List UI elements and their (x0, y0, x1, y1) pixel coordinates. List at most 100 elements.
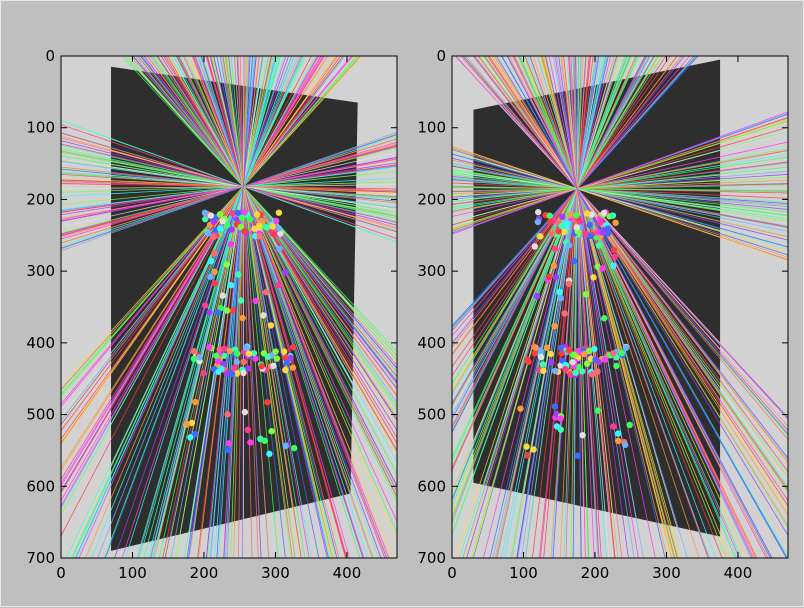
keypoint (190, 355, 198, 363)
keypoint (241, 408, 249, 416)
keypoint (219, 292, 226, 299)
keypoint (219, 217, 226, 225)
keypoint (567, 211, 574, 219)
keypoint (224, 411, 231, 418)
keypoint (225, 446, 232, 454)
y-tick-label: 600 (417, 477, 446, 495)
keypoint (557, 344, 565, 352)
y-tick-label: 100 (26, 119, 55, 137)
keypoint (256, 233, 264, 240)
keypoint (552, 274, 560, 281)
keypoint (569, 359, 576, 366)
keypoint (555, 228, 562, 235)
y-tick-label: 400 (26, 334, 55, 352)
keypoint (618, 349, 626, 357)
keypoint (546, 212, 553, 219)
keypoint (283, 359, 291, 366)
keypoint (595, 358, 602, 366)
keypoint (267, 322, 275, 329)
keypoint (277, 230, 284, 237)
keypoint (273, 217, 280, 225)
keypoint (572, 369, 579, 376)
keypoint (551, 322, 558, 330)
keypoint (252, 355, 259, 362)
keypoint (256, 222, 263, 230)
keypoint (244, 365, 251, 372)
keypoint (237, 223, 245, 231)
keypoint (281, 348, 288, 355)
keypoint (275, 209, 283, 216)
keypoint (595, 242, 603, 249)
y-tick-label: 0 (45, 47, 55, 65)
keypoint (609, 262, 617, 269)
keypoint (550, 217, 557, 224)
keypoint (211, 268, 218, 276)
keypoint (579, 432, 586, 439)
keypoint (251, 225, 258, 232)
keypoint (583, 360, 591, 367)
keypoint (196, 354, 203, 361)
keypoint (262, 288, 270, 296)
keypoint (241, 208, 248, 216)
keypoint (202, 302, 209, 309)
keypoint (240, 358, 248, 366)
keypoint (558, 350, 565, 357)
keypoint (266, 450, 273, 458)
keypoint (214, 357, 222, 365)
keypoint (233, 358, 240, 366)
keypoint (227, 281, 235, 289)
keypoint (239, 314, 246, 322)
keypoint (524, 452, 531, 459)
keypoint (214, 309, 222, 316)
keypoint (252, 297, 259, 305)
keypoint (210, 233, 217, 241)
keypoint (268, 428, 275, 435)
axes-frame (451, 55, 789, 559)
keypoint (235, 271, 242, 278)
keypoint (250, 350, 258, 357)
keypoint (560, 228, 568, 236)
keypoint (228, 226, 235, 233)
keypoint (247, 439, 254, 446)
x-tick-label: 100 (118, 564, 147, 582)
keypoint (557, 415, 564, 422)
x-tick-label: 300 (652, 564, 681, 582)
keypoint (600, 209, 608, 217)
keypoint (218, 365, 225, 372)
keypoint (531, 243, 539, 250)
keypoint (532, 344, 539, 351)
keypoint (594, 368, 601, 375)
keypoint (534, 218, 542, 226)
keypoint (587, 232, 594, 240)
keypoint (543, 344, 551, 351)
y-tick-label: 300 (417, 262, 446, 280)
keypoint (289, 343, 297, 351)
y-tick-label: 400 (417, 334, 446, 352)
keypoint (565, 241, 573, 249)
keypoint (225, 440, 232, 447)
keypoint (275, 225, 283, 232)
y-tick-label: 700 (417, 549, 446, 567)
y-tick-label: 200 (26, 190, 55, 208)
keypoint (213, 352, 220, 359)
keypoint (582, 291, 590, 298)
keypoint (517, 405, 524, 412)
keypoint (609, 350, 617, 357)
keypoint (260, 312, 267, 319)
keypoint (571, 351, 578, 359)
keypoint (537, 347, 544, 354)
keypoint (229, 307, 237, 314)
keypoint (187, 434, 194, 441)
keypoint (561, 310, 568, 317)
y-tick-label: 300 (26, 262, 55, 280)
keypoint (245, 350, 253, 357)
axes-frame (60, 55, 398, 559)
keypoint (211, 280, 219, 287)
y-tick-label: 500 (417, 406, 446, 424)
keypoint (227, 241, 234, 248)
keypoint (257, 435, 264, 443)
